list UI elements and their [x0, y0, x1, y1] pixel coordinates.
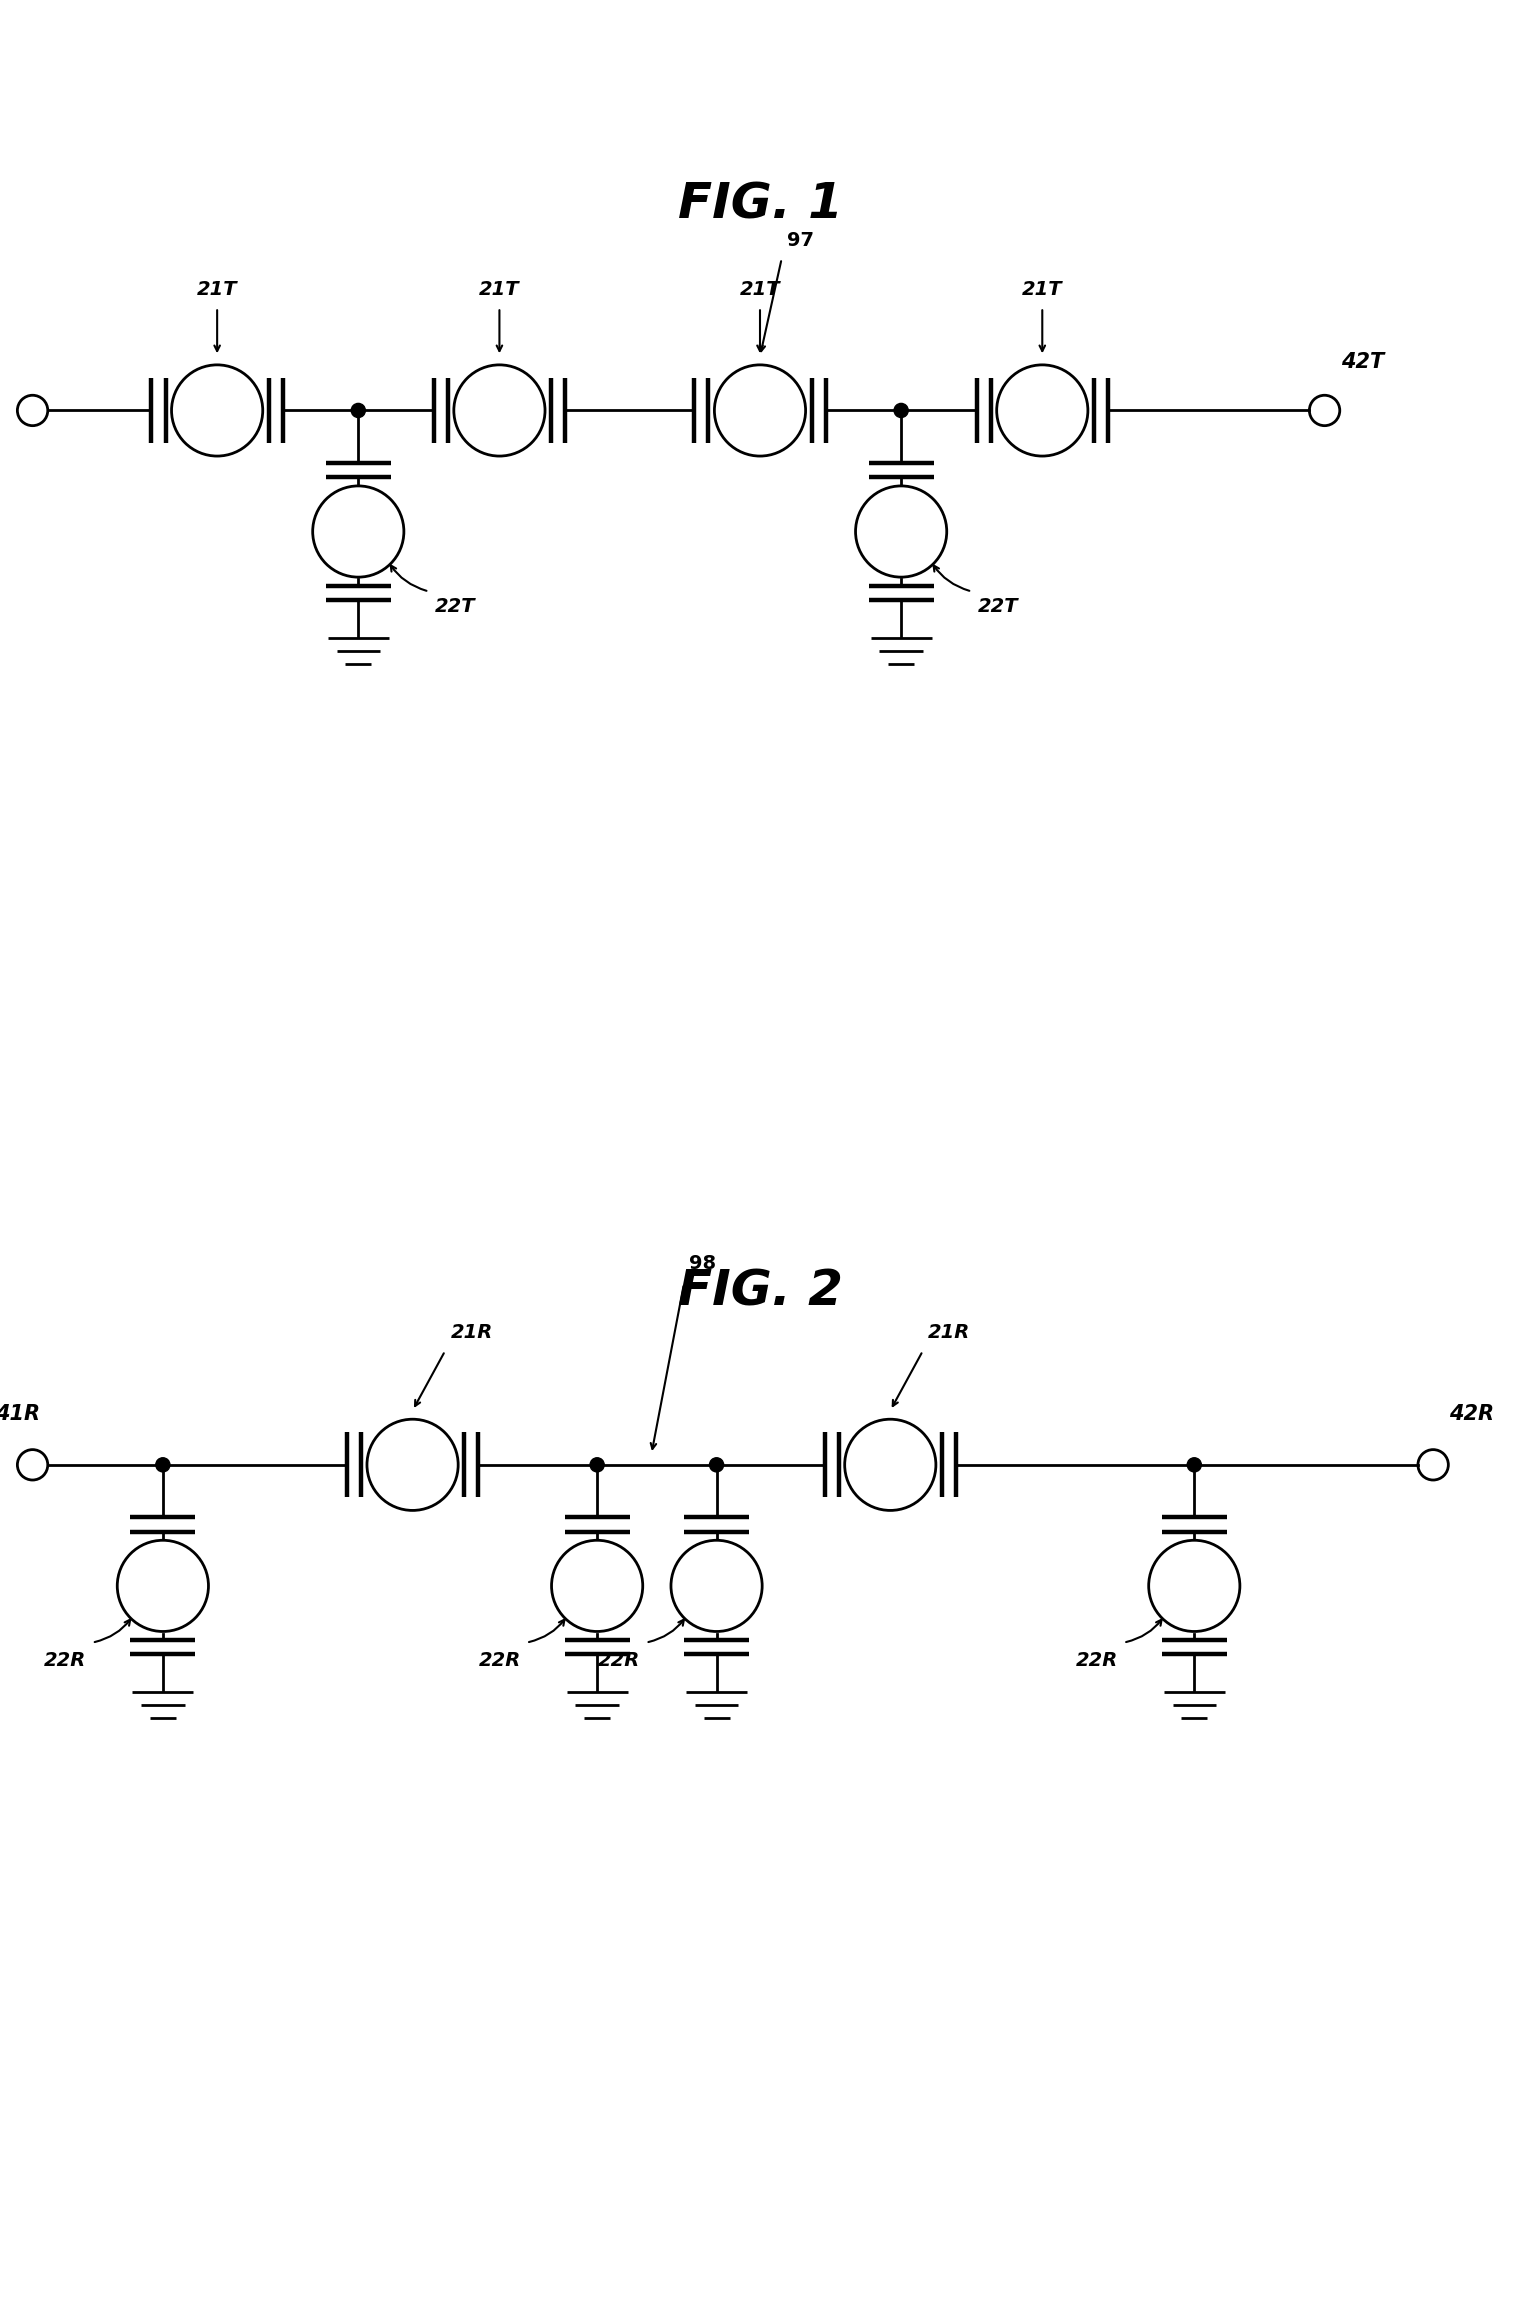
- Text: 22R: 22R: [597, 1651, 640, 1671]
- Text: 22R: 22R: [479, 1651, 521, 1671]
- Text: 21T: 21T: [198, 280, 237, 299]
- Text: 22R: 22R: [44, 1651, 87, 1671]
- Text: 42T: 42T: [1341, 352, 1385, 373]
- Circle shape: [351, 403, 365, 417]
- Text: 42R: 42R: [1450, 1403, 1494, 1424]
- Text: FIG. 1: FIG. 1: [678, 181, 842, 229]
- Circle shape: [590, 1458, 603, 1472]
- Text: 21T: 21T: [1021, 280, 1062, 299]
- Circle shape: [157, 1458, 170, 1472]
- Circle shape: [1187, 1458, 1201, 1472]
- Text: 22T: 22T: [977, 597, 1018, 616]
- Text: 22T: 22T: [435, 597, 476, 616]
- Circle shape: [710, 1458, 724, 1472]
- Text: FIG. 2: FIG. 2: [678, 1266, 842, 1315]
- Text: 21T: 21T: [740, 280, 780, 299]
- Circle shape: [894, 403, 909, 417]
- Text: 21T: 21T: [479, 280, 520, 299]
- Text: 98: 98: [690, 1255, 716, 1273]
- Text: 21R: 21R: [929, 1324, 971, 1343]
- Text: 41R: 41R: [0, 1403, 40, 1424]
- Text: 97: 97: [787, 232, 815, 250]
- Text: 21R: 21R: [450, 1324, 492, 1343]
- Text: 22R: 22R: [1076, 1651, 1117, 1671]
